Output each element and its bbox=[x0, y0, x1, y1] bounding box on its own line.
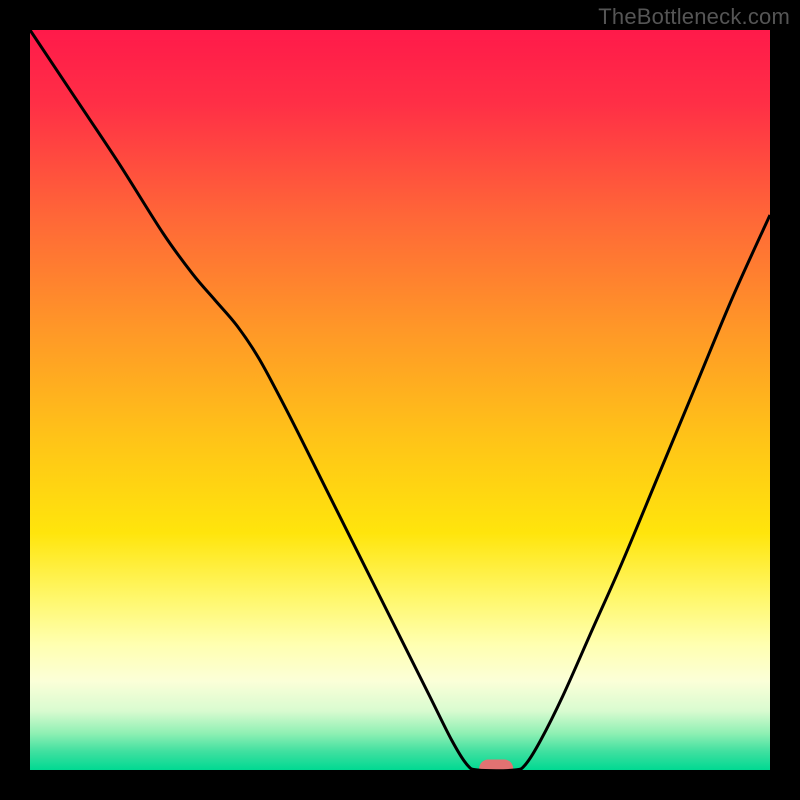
watermark-text: TheBottleneck.com bbox=[598, 4, 790, 30]
plot-background bbox=[30, 30, 770, 770]
chart-container: { "watermark": { "text": "TheBottleneck.… bbox=[0, 0, 800, 800]
bottleneck-chart bbox=[0, 0, 800, 800]
